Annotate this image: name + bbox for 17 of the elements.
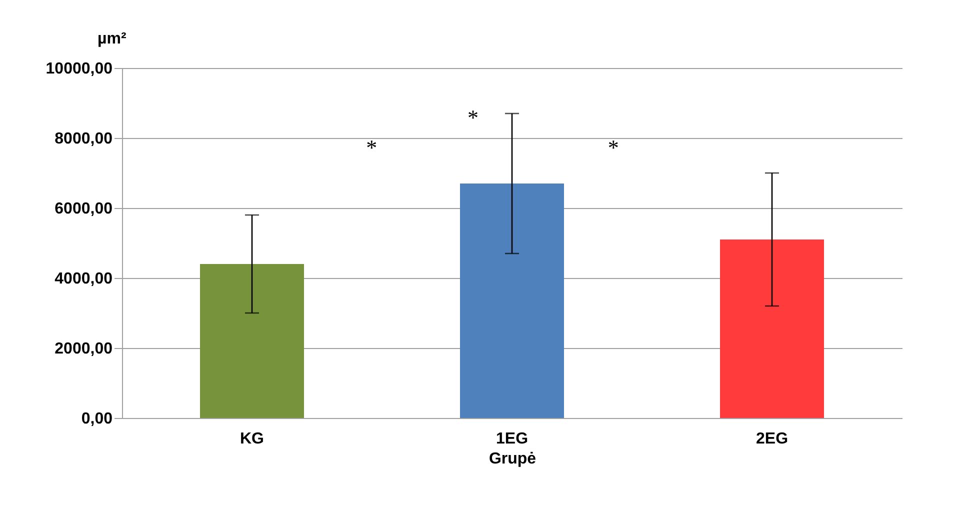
y-tick-label: 8000,00: [54, 130, 113, 148]
y-tick-label: 2000,00: [54, 340, 113, 358]
x-axis-title: Grupė: [488, 450, 536, 468]
y-tick-label: 10000,00: [46, 60, 113, 78]
y-axis-title: µm²: [98, 30, 126, 48]
x-tick-label: 1EG: [496, 430, 528, 448]
annotation: *: [468, 105, 478, 130]
x-tick-label: 2EG: [756, 430, 788, 448]
y-tick-label: 4000,00: [54, 270, 113, 288]
x-tick-label: KG: [240, 430, 264, 448]
y-tick-label: 6000,00: [54, 200, 113, 218]
annotation: *: [608, 135, 619, 160]
annotation: *: [366, 135, 378, 160]
bar: [460, 184, 564, 418]
bar: [200, 264, 304, 418]
bar: [720, 240, 824, 418]
y-tick-label: 0,00: [81, 410, 113, 428]
